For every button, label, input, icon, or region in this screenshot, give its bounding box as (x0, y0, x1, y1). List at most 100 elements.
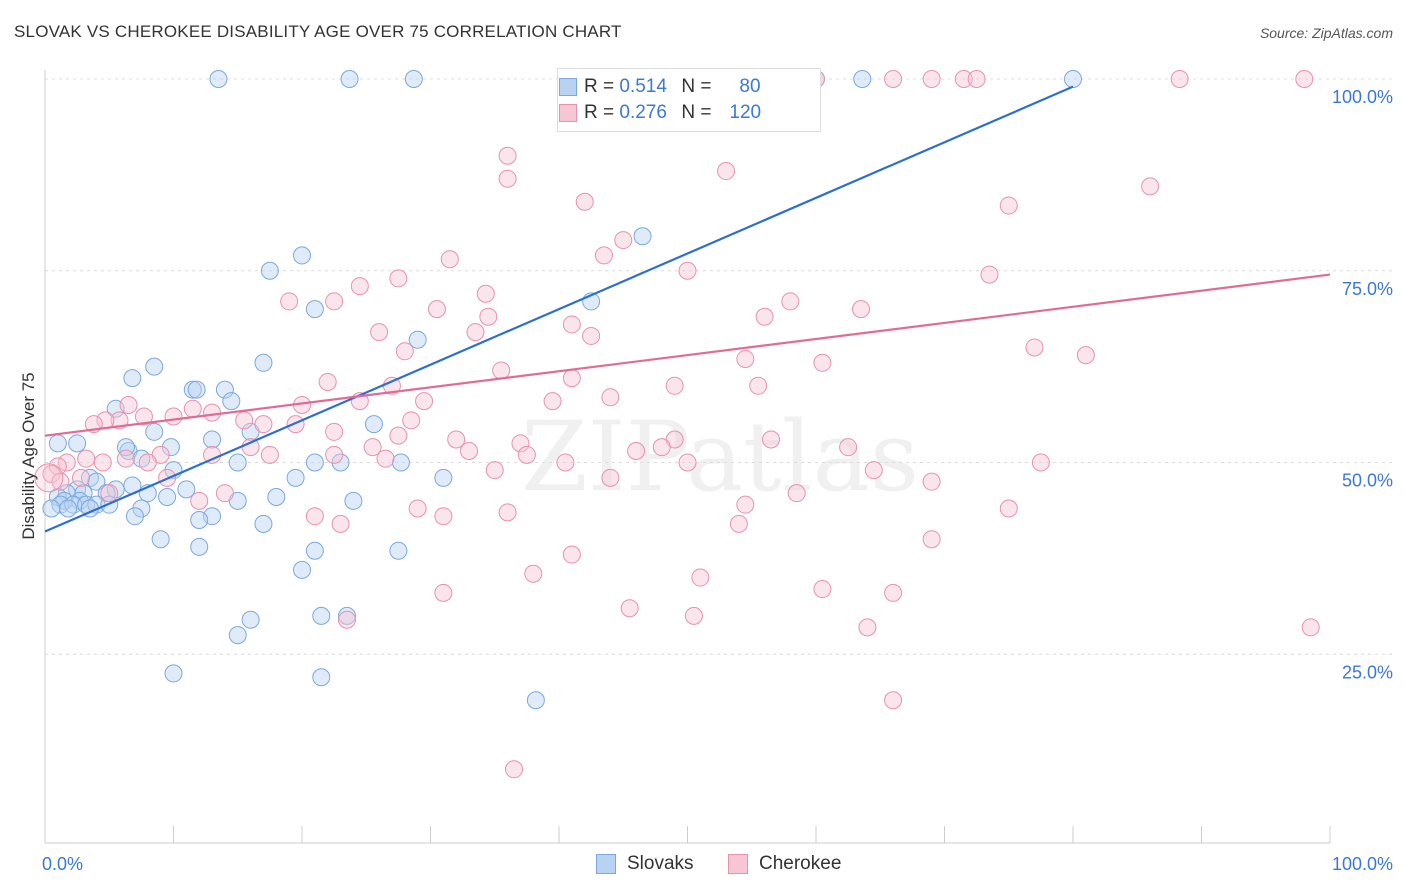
point-cherokee (447, 430, 466, 449)
point-cherokee (215, 484, 234, 503)
point-slovaks (293, 560, 311, 579)
point-slovaks (158, 488, 177, 507)
point-cherokee (678, 453, 697, 472)
point-cherokee (254, 415, 273, 434)
data-points (34, 70, 1320, 779)
point-slovaks (123, 369, 142, 388)
legend-n-value: 120 (729, 102, 762, 123)
point-cherokee (466, 323, 485, 342)
point-slovaks (215, 380, 234, 399)
point-slovaks (145, 422, 164, 441)
bottom-legend-swatch-cherokee (728, 854, 748, 874)
point-cherokee (562, 545, 581, 564)
point-cherokee (620, 599, 639, 618)
point-slovaks (305, 541, 324, 560)
point-slovaks (228, 453, 247, 472)
point-slovaks (853, 70, 872, 88)
y-tick-label: 25.0% (1342, 662, 1393, 682)
point-slovaks (286, 468, 305, 487)
watermark-text: ZIPatlas (521, 401, 919, 513)
point-slovaks (293, 246, 311, 265)
point-cherokee (851, 300, 870, 319)
axes (44, 70, 1331, 844)
point-cherokee (389, 269, 408, 288)
point-cherokee (543, 392, 562, 411)
point-cherokee (498, 503, 517, 522)
y-tick-label: 100.0% (1332, 87, 1393, 107)
legend-n-label: N = (681, 102, 717, 123)
point-cherokee (325, 422, 344, 441)
point-cherokee (402, 411, 421, 430)
point-cherokee (954, 70, 973, 88)
point-cherokee (460, 441, 479, 460)
point-slovaks (305, 453, 324, 472)
point-cherokee (858, 618, 877, 637)
point-slovaks (633, 227, 652, 246)
point-cherokee (813, 353, 832, 372)
point-cherokee (241, 438, 260, 457)
point-cherokee (729, 514, 748, 533)
bottom-legend-swatch-slovaks (596, 854, 616, 874)
point-slovaks (209, 70, 228, 88)
point-cherokee (691, 568, 710, 587)
point-cherokee (485, 461, 504, 480)
point-cherokee (93, 453, 112, 472)
point-slovaks (87, 472, 106, 491)
legend-swatch-cherokee (559, 104, 577, 122)
legend-n-value: 80 (739, 76, 761, 97)
point-slovaks (190, 511, 209, 530)
x-tick-label: 0.0% (42, 854, 83, 874)
watermark: ZIPatlas (521, 401, 919, 513)
point-cherokee (1295, 70, 1314, 88)
point-cherokee (190, 491, 209, 510)
point-slovaks (151, 530, 170, 549)
point-slovaks (408, 330, 427, 349)
point-slovaks (337, 606, 356, 625)
point-cherokee (71, 468, 90, 487)
point-slovaks (42, 499, 61, 518)
point-slovaks (164, 664, 183, 683)
point-slovaks (203, 430, 222, 449)
legend-n-label: N = (681, 76, 717, 97)
point-cherokee (922, 472, 941, 491)
point-slovaks (526, 691, 545, 710)
bottom-legend-cherokee: Cherokee (728, 852, 841, 876)
point-cherokee (562, 315, 581, 334)
point-cherokee (48, 457, 67, 476)
point-cherokee (100, 484, 119, 503)
point-cherokee (582, 326, 601, 345)
point-slovaks (241, 610, 260, 629)
point-cherokee (363, 438, 382, 457)
point-cherokee (164, 407, 183, 426)
point-cherokee (376, 449, 395, 468)
point-slovaks (404, 70, 423, 88)
legend-row-slovaks: R = 0.514 N = 80 (559, 75, 761, 99)
point-cherokee (203, 403, 222, 422)
point-cherokee (1301, 618, 1320, 637)
trend-line-cherokee (44, 273, 1331, 437)
point-cherokee (116, 449, 135, 468)
point-slovaks (177, 480, 196, 499)
point-slovaks (183, 380, 202, 399)
point-cherokee (434, 583, 453, 602)
point-slovaks (254, 514, 273, 533)
point-slovaks (305, 300, 324, 319)
point-cherokee (736, 495, 755, 514)
point-slovaks (254, 353, 273, 372)
point-cherokee (434, 507, 453, 526)
point-slovaks (391, 453, 410, 472)
point-cherokee (337, 610, 356, 629)
y-tick-label: 50.0% (1342, 471, 1393, 491)
point-slovaks (48, 434, 67, 453)
point-cherokee (601, 388, 620, 407)
point-cherokee (370, 323, 389, 342)
y-tick-label: 75.0% (1342, 279, 1393, 299)
trend-line-slovaks (44, 85, 1074, 533)
point-cherokee (280, 292, 299, 311)
point-slovaks (260, 261, 279, 280)
point-slovaks (59, 499, 78, 518)
point-cherokee (498, 146, 517, 165)
point-slovaks (267, 488, 286, 507)
point-slovaks (434, 468, 453, 487)
